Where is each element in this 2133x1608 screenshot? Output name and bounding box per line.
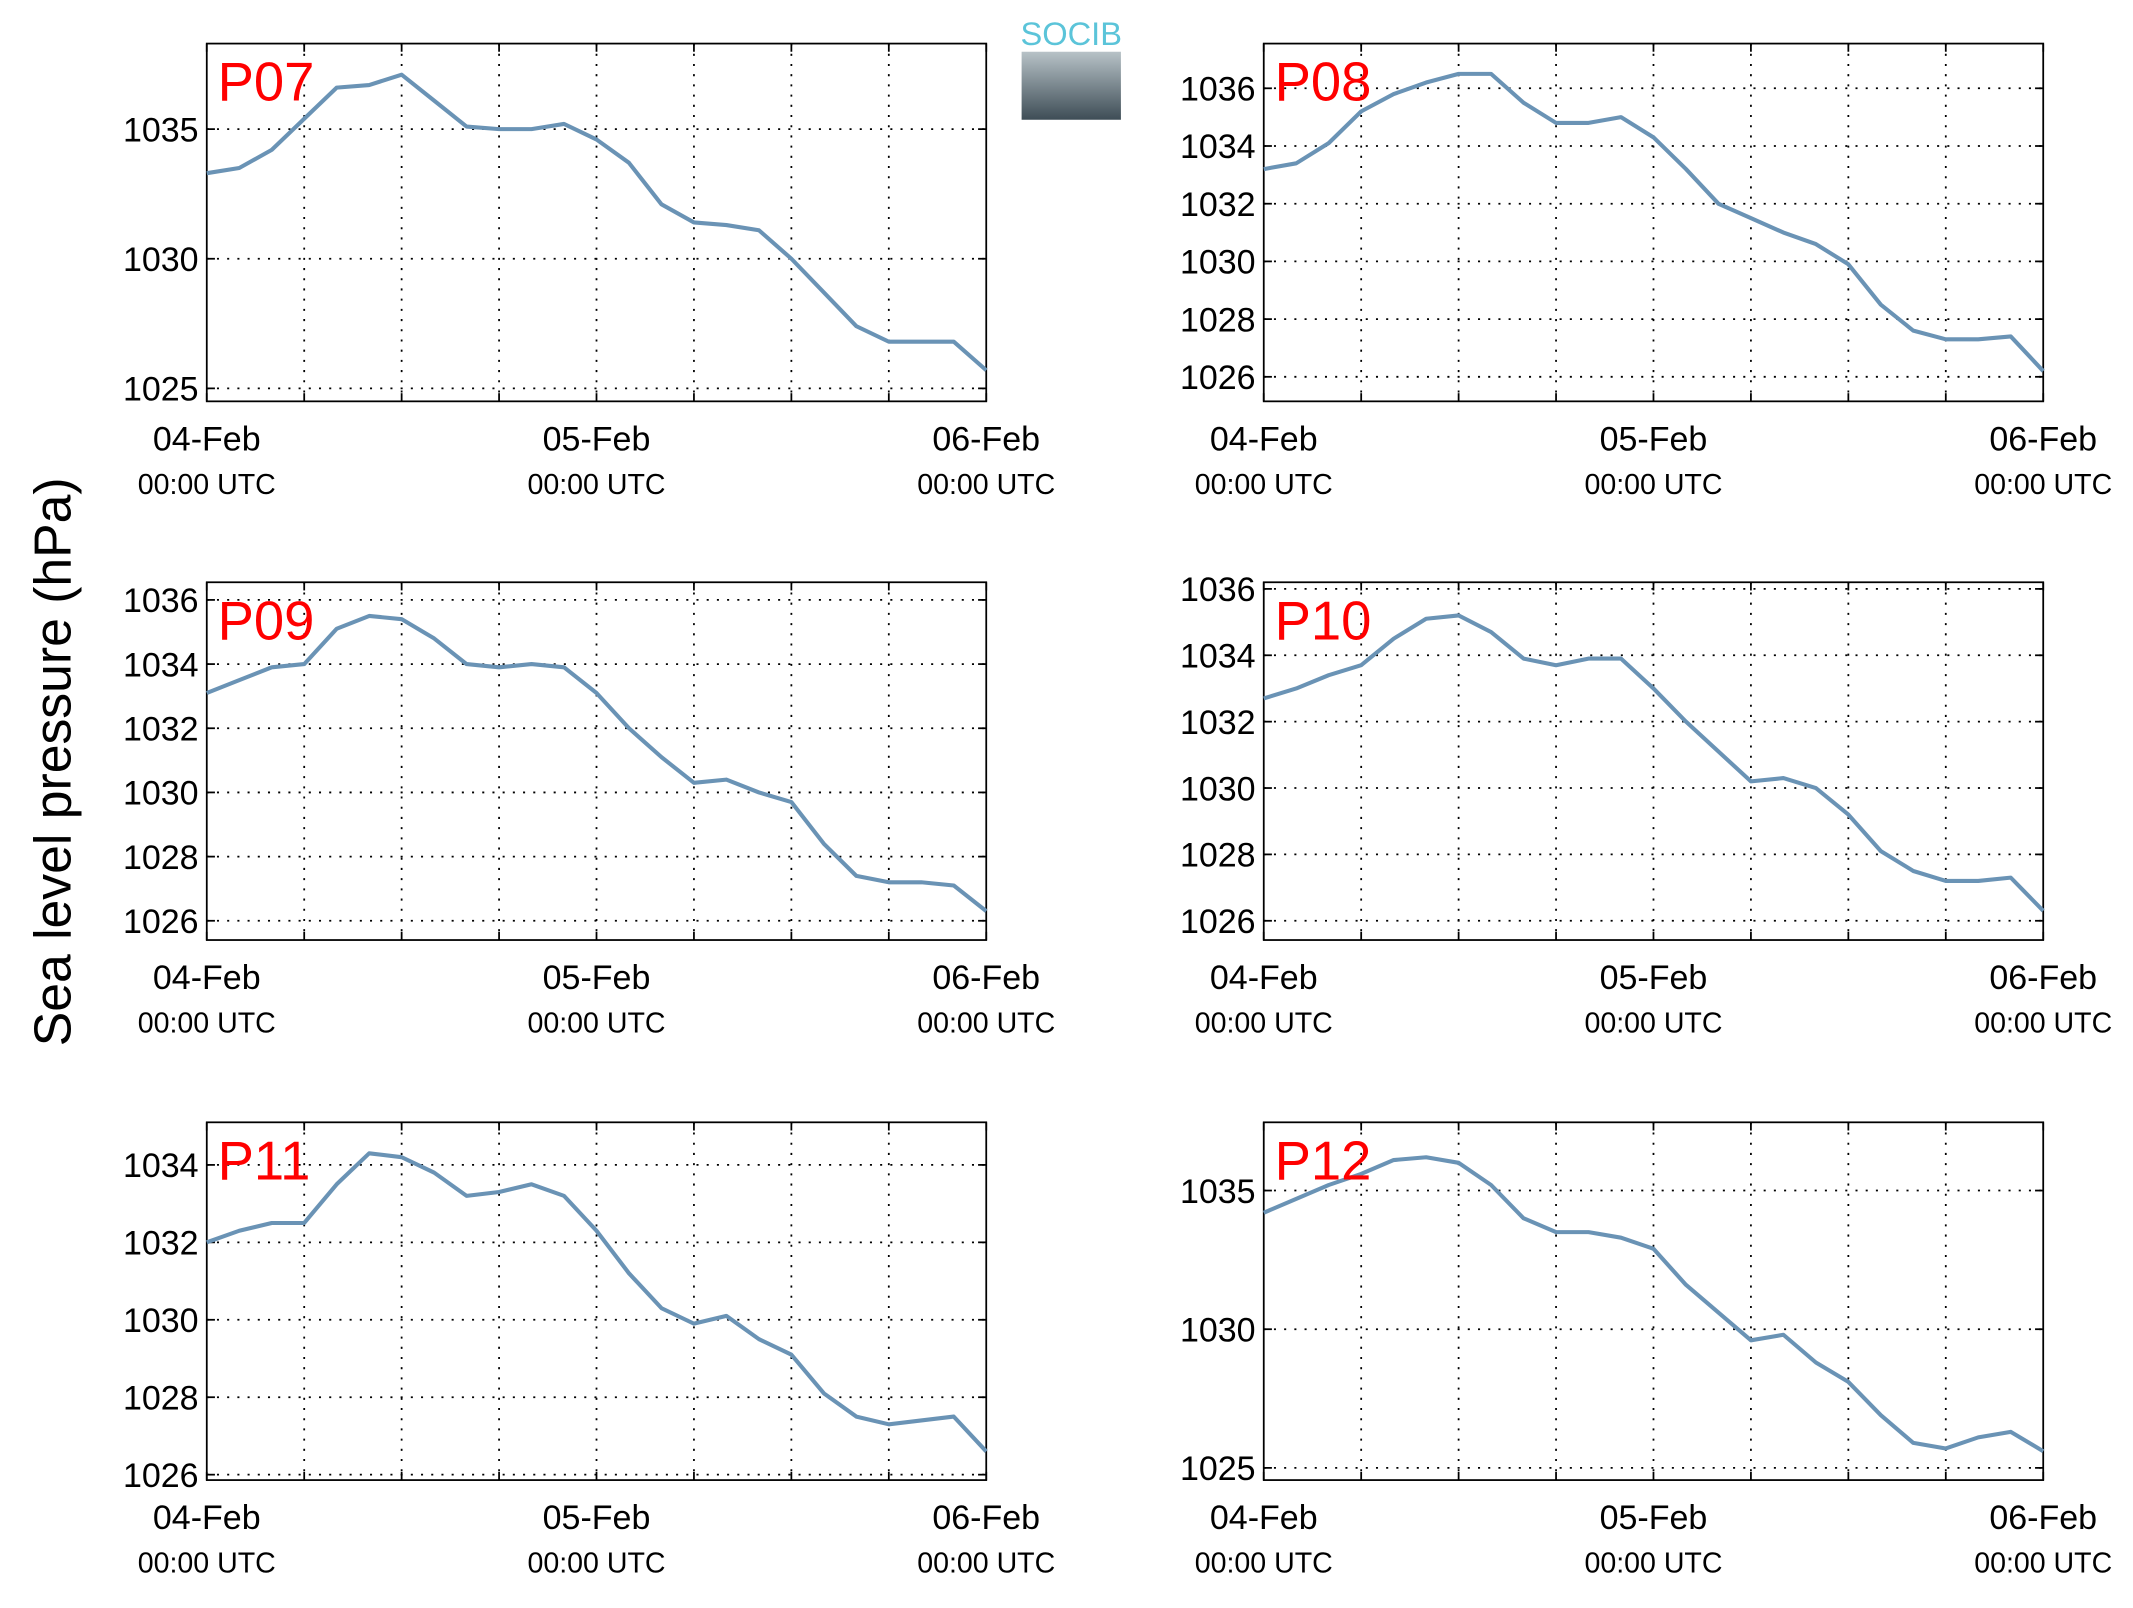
data-line bbox=[206, 72, 988, 372]
x-tick-sublabel: 00:00 UTC bbox=[1584, 469, 1722, 501]
y-tick-label: 1030 bbox=[1180, 1311, 1256, 1349]
logo-text: SOCIB bbox=[1020, 15, 1122, 52]
x-tick-sublabel: 00:00 UTC bbox=[527, 1008, 665, 1040]
x-tick-label: 05-Feb bbox=[543, 959, 651, 997]
panel: 1026 1028 1030 1032 1034 04-Feb 00:00 UTC 05-Fe… bbox=[123, 1121, 1055, 1580]
y-tick-label: 1030 bbox=[123, 1302, 199, 1340]
y-tick-label: 1032 bbox=[1180, 186, 1256, 224]
x-tick-sublabel: 00:00 UTC bbox=[1195, 469, 1333, 501]
y-tick-label: 1026 bbox=[123, 1457, 199, 1495]
panel: 1026 1028 1030 1032 1034 1036 04-Feb 00:00 UTC 0… bbox=[123, 581, 1055, 1040]
x-tick-label: 04-Feb bbox=[1210, 1499, 1318, 1537]
data-line bbox=[1262, 1155, 2045, 1453]
y-tick-label: 1034 bbox=[123, 646, 199, 684]
panel: 1025 1030 1035 04-Feb 00:00 UTC 05-Feb 00:00 U… bbox=[1180, 1121, 2112, 1580]
x-tick-label: 05-Feb bbox=[543, 420, 651, 458]
x-tick-sublabel: 00:00 UTC bbox=[1584, 1008, 1722, 1040]
panel: 1026 1028 1030 1032 1034 1036 04-Feb 00:00 UTC 0… bbox=[1180, 571, 2112, 1039]
y-tick-label: 1025 bbox=[1180, 1450, 1256, 1488]
plot-frame bbox=[1262, 1121, 2045, 1481]
x-tick-sublabel: 00:00 UTC bbox=[917, 469, 1055, 501]
y-tick-label: 1030 bbox=[123, 775, 199, 813]
x-tick-label: 06-Feb bbox=[1989, 959, 2097, 997]
x-tick-sublabel: 00:00 UTC bbox=[138, 469, 276, 501]
x-tick-sublabel: 00:00 UTC bbox=[138, 1008, 276, 1040]
panel: 1025 1030 1035 04-Feb 00:00 UTC 05-Feb 00:00 U… bbox=[123, 42, 1055, 501]
x-tick-sublabel: 00:00 UTC bbox=[1974, 1548, 2112, 1580]
plot-frame bbox=[205, 42, 988, 403]
x-tick-sublabel: 00:00 UTC bbox=[527, 1548, 665, 1580]
x-tick-label: 04-Feb bbox=[1210, 959, 1318, 997]
x-tick-label: 06-Feb bbox=[932, 420, 1040, 458]
y-tick-label: 1032 bbox=[123, 711, 199, 749]
y-tick-label: 1034 bbox=[1180, 128, 1256, 166]
y-tick-label: 1030 bbox=[1180, 244, 1256, 282]
plot-frame bbox=[205, 581, 988, 941]
y-tick-label: 1034 bbox=[123, 1147, 199, 1185]
panel-title: P12 bbox=[1275, 1130, 1372, 1191]
x-tick-sublabel: 00:00 UTC bbox=[917, 1008, 1055, 1040]
data-line bbox=[1263, 71, 2045, 373]
x-tick-label: 05-Feb bbox=[543, 1499, 651, 1537]
y-tick-label: 1034 bbox=[1180, 638, 1256, 676]
x-tick-label: 04-Feb bbox=[153, 1499, 261, 1537]
x-tick-label: 04-Feb bbox=[1210, 420, 1318, 458]
x-tick-label: 04-Feb bbox=[153, 959, 261, 997]
y-tick-label: 1028 bbox=[1180, 837, 1256, 875]
y-tick-label: 1030 bbox=[1180, 770, 1256, 808]
panel: 1026 1028 1030 1032 1034 1036 04-Feb 00:00 UTC 0… bbox=[1180, 42, 2112, 501]
y-tick-label: 1028 bbox=[1180, 301, 1256, 339]
y-axis-label: Sea level pressure (hPa) bbox=[24, 477, 82, 1046]
y-tick-label: 1030 bbox=[123, 241, 199, 279]
y-tick-label: 1026 bbox=[1180, 903, 1256, 941]
data-line bbox=[1263, 613, 2045, 913]
y-tick-label: 1032 bbox=[1180, 704, 1256, 742]
x-tick-label: 05-Feb bbox=[1600, 1499, 1708, 1537]
y-tick-label: 1036 bbox=[123, 582, 199, 620]
y-tick-label: 1026 bbox=[123, 903, 199, 941]
x-tick-sublabel: 00:00 UTC bbox=[527, 469, 665, 501]
y-tick-label: 1035 bbox=[1180, 1173, 1256, 1211]
x-tick-sublabel: 00:00 UTC bbox=[1974, 469, 2112, 501]
x-tick-sublabel: 00:00 UTC bbox=[1974, 1008, 2112, 1040]
x-tick-sublabel: 00:00 UTC bbox=[138, 1548, 276, 1580]
y-tick-label: 1035 bbox=[123, 111, 199, 149]
x-tick-sublabel: 00:00 UTC bbox=[1195, 1008, 1333, 1040]
plot-frame bbox=[1262, 581, 2045, 941]
x-tick-label: 06-Feb bbox=[932, 1499, 1040, 1537]
y-tick-label: 1032 bbox=[123, 1225, 199, 1263]
panel-title: P08 bbox=[1275, 52, 1372, 113]
panel-title: P11 bbox=[218, 1130, 311, 1191]
panel-title: P10 bbox=[1275, 590, 1372, 651]
x-tick-sublabel: 00:00 UTC bbox=[1584, 1548, 1722, 1580]
x-tick-label: 05-Feb bbox=[1600, 959, 1708, 997]
plot-frame bbox=[1262, 42, 2045, 403]
y-tick-label: 1026 bbox=[1180, 359, 1256, 397]
x-tick-sublabel: 00:00 UTC bbox=[1195, 1548, 1333, 1580]
x-tick-label: 06-Feb bbox=[932, 959, 1040, 997]
logo: SOCIB bbox=[1020, 15, 1122, 120]
y-tick-label: 1025 bbox=[123, 371, 199, 409]
panel-title: P07 bbox=[218, 52, 315, 113]
data-line bbox=[206, 1151, 988, 1453]
x-tick-sublabel: 00:00 UTC bbox=[917, 1548, 1055, 1580]
panel-title: P09 bbox=[218, 590, 315, 651]
data-line bbox=[206, 613, 988, 913]
y-tick-label: 1028 bbox=[123, 839, 199, 877]
x-tick-label: 06-Feb bbox=[1989, 420, 2097, 458]
y-tick-label: 1036 bbox=[1180, 571, 1256, 609]
plot-frame bbox=[205, 1121, 988, 1481]
x-tick-label: 06-Feb bbox=[1989, 1499, 2097, 1537]
logo-block bbox=[1021, 51, 1121, 120]
y-tick-label: 1036 bbox=[1180, 71, 1256, 109]
x-tick-label: 04-Feb bbox=[153, 420, 261, 458]
y-tick-label: 1028 bbox=[123, 1379, 199, 1417]
x-tick-label: 05-Feb bbox=[1600, 420, 1708, 458]
